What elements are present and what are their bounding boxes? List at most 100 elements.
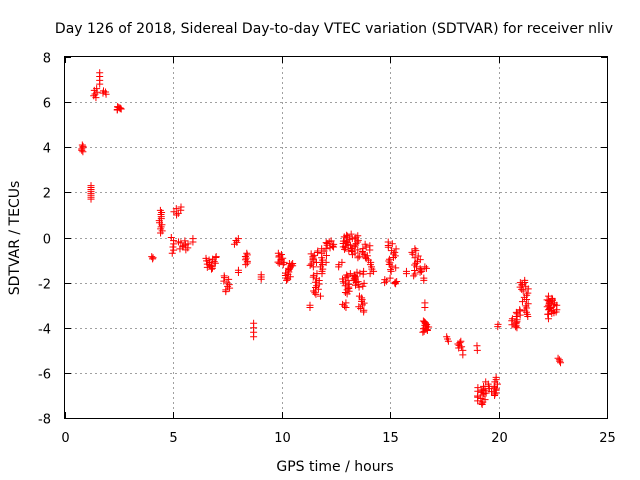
data-point	[550, 302, 558, 310]
data-point	[330, 240, 338, 248]
data-point	[289, 259, 297, 267]
data-point	[488, 388, 496, 396]
data-point	[521, 276, 529, 284]
data-point	[411, 254, 419, 262]
data-point	[418, 267, 426, 275]
data-point	[177, 203, 185, 211]
data-point	[443, 333, 451, 341]
x-axis-label: GPS time / hours	[276, 459, 393, 475]
data-point	[459, 346, 467, 354]
data-point	[314, 285, 322, 293]
data-point	[410, 272, 418, 280]
data-point	[392, 245, 400, 253]
y-tick-label: 6	[43, 97, 51, 112]
data-point	[494, 320, 502, 328]
data-point	[417, 266, 425, 274]
data-point	[411, 270, 419, 278]
y-tick-label: 4	[43, 142, 51, 157]
x-tick-label: 10	[274, 431, 291, 446]
data-point	[508, 315, 516, 323]
data-point	[341, 302, 349, 310]
data-point	[205, 256, 213, 264]
data-point	[355, 303, 363, 311]
data-point	[78, 141, 86, 149]
data-point	[411, 245, 419, 253]
data-point	[518, 298, 526, 306]
data-point	[314, 247, 322, 255]
data-point	[388, 247, 396, 255]
data-point	[391, 278, 399, 286]
data-point	[90, 92, 98, 100]
data-point	[360, 250, 368, 258]
data-point	[386, 274, 394, 282]
data-point	[250, 319, 258, 327]
data-point	[387, 266, 395, 274]
axis-ticks: 0 5 10 15 20 25 -8 -6 -4 -2 0 2 4 6 8	[38, 52, 616, 447]
data-point	[357, 304, 365, 312]
data-point	[391, 252, 399, 260]
data-point	[234, 235, 242, 243]
data-point	[348, 244, 356, 252]
data-point	[512, 319, 520, 327]
data-point	[322, 245, 330, 253]
data-point	[329, 242, 337, 250]
data-point	[317, 292, 325, 300]
data-point	[408, 248, 416, 256]
data-point	[79, 142, 87, 150]
data-point	[387, 267, 395, 275]
data-point	[322, 258, 330, 266]
data-point	[361, 240, 369, 248]
data-point	[419, 317, 427, 325]
data-point	[172, 205, 180, 213]
data-point	[355, 292, 363, 300]
data-point	[223, 279, 231, 287]
data-point	[555, 356, 563, 364]
data-point	[414, 252, 422, 260]
data-point	[93, 85, 101, 93]
data-point	[277, 251, 285, 259]
data-point	[234, 266, 242, 274]
data-point	[388, 240, 396, 248]
data-point	[549, 295, 557, 303]
data-point	[354, 246, 362, 254]
data-point	[392, 264, 400, 272]
data-point	[212, 253, 220, 261]
data-point	[360, 306, 368, 314]
data-point	[343, 231, 351, 239]
data-point	[257, 271, 265, 279]
data-point	[241, 253, 249, 261]
data-point	[311, 278, 319, 286]
data-point	[306, 261, 314, 269]
data-point	[356, 269, 364, 277]
data-point	[351, 235, 359, 243]
data-point	[167, 234, 175, 241]
data-point	[168, 249, 176, 257]
data-point	[220, 272, 228, 280]
data-point	[346, 270, 354, 278]
data-point	[310, 271, 318, 279]
data-point	[548, 294, 556, 302]
data-point	[363, 252, 371, 260]
data-point	[243, 251, 251, 259]
data-point	[354, 254, 362, 262]
data-point	[481, 396, 489, 404]
data-point	[411, 261, 419, 269]
data-point	[338, 258, 346, 266]
data-point	[87, 182, 95, 190]
data-point	[543, 296, 551, 304]
data-point	[343, 232, 351, 240]
data-point	[156, 206, 164, 214]
data-point	[384, 238, 392, 246]
y-tick-label: 0	[43, 233, 51, 248]
y-tick-label: -4	[38, 323, 51, 338]
data-point	[393, 277, 401, 285]
data-point	[381, 276, 389, 284]
data-point	[279, 254, 287, 262]
data-point	[478, 399, 486, 407]
data-point	[311, 289, 319, 297]
data-point	[347, 230, 355, 238]
data-point	[322, 239, 330, 247]
data-point	[513, 316, 521, 324]
data-point	[114, 103, 122, 111]
x-tick-label: 25	[599, 431, 616, 446]
